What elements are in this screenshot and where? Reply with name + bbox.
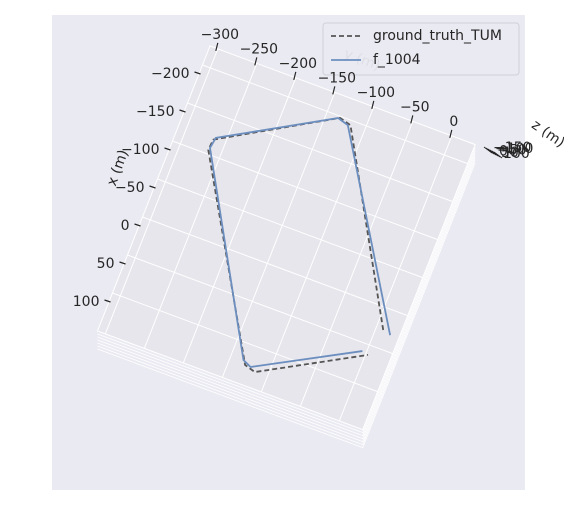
x-tick (119, 261, 126, 265)
y-tick-label: −100 (357, 85, 395, 101)
y-tick-label: −150 (318, 70, 356, 86)
z-axis-label: z (m) (529, 117, 568, 151)
y-tick (254, 57, 258, 66)
grid-line (112, 292, 378, 393)
x-tick-label: −50 (115, 180, 145, 196)
grid-line (142, 216, 408, 317)
grid-line (202, 64, 468, 165)
xy-pane (96, 45, 476, 431)
x-tick (179, 109, 186, 113)
legend-label: f_1004 (373, 52, 421, 68)
pane-edge (97, 159, 476, 446)
z-tick-label: 50 (501, 145, 519, 161)
x-tick-label: −200 (151, 66, 189, 82)
y-tick (371, 100, 375, 110)
x-tick-label: −100 (121, 142, 159, 158)
z-tick-label: 100 (503, 146, 530, 162)
y-tick-label: −200 (279, 56, 317, 72)
y-tick-label: −50 (400, 99, 430, 115)
legend-label: ground_truth_TUM (373, 28, 502, 44)
grid-line (143, 63, 258, 349)
z-tick (493, 151, 503, 159)
x-tick-label: −150 (136, 104, 174, 120)
z-tick-label: −100 (495, 141, 533, 157)
grid-line (157, 178, 423, 279)
pane-edge (97, 150, 476, 437)
grid-line (104, 48, 219, 335)
grid-line (182, 77, 297, 364)
y-tick-label: 0 (449, 114, 458, 130)
grid-line (221, 92, 336, 378)
grid-line (338, 135, 453, 422)
legend: ground_truth_TUM f_1004 (322, 22, 520, 76)
grid-line (172, 140, 438, 241)
pane-edge (97, 156, 476, 443)
grid-line (187, 102, 453, 203)
grid-line (299, 121, 414, 407)
x-tick (134, 223, 141, 227)
grid-line (127, 254, 393, 355)
y-tick-label: −250 (240, 41, 278, 57)
y-tick (215, 42, 219, 52)
y-tick (449, 129, 453, 139)
x-tick (194, 71, 201, 75)
x-tick (104, 299, 111, 303)
y-tick-label: −300 (201, 27, 239, 43)
x-tick-label: 50 (97, 256, 115, 272)
y-tick (332, 86, 336, 95)
legend-box (322, 22, 520, 76)
trajectory (209, 117, 392, 368)
pane-edge (97, 153, 476, 440)
x-tick (149, 185, 156, 189)
z-tick-label: −50 (497, 142, 527, 158)
z-tick-label: −150 (493, 140, 531, 156)
y-tick (410, 115, 414, 124)
z-tick-label: 0 (499, 144, 508, 160)
pane-edge (97, 147, 476, 434)
y-tick (293, 71, 297, 81)
pane-edge (97, 162, 476, 449)
x-tick-label: 0 (121, 218, 130, 234)
x-tick-label: 100 (73, 294, 100, 310)
x-tick (164, 147, 171, 151)
